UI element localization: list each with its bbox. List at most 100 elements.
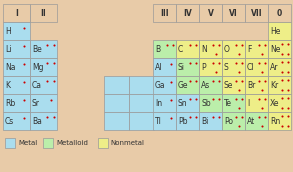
- Bar: [245, 112, 268, 130]
- Bar: [176, 94, 199, 112]
- Bar: [176, 58, 199, 76]
- Text: Be: Be: [32, 45, 42, 53]
- Bar: [199, 40, 222, 58]
- Bar: [268, 94, 291, 112]
- Bar: [245, 40, 268, 58]
- Bar: [98, 138, 108, 148]
- Bar: [104, 76, 129, 94]
- Text: Sr: Sr: [32, 99, 40, 108]
- Bar: [153, 58, 176, 76]
- Text: Ga: Ga: [155, 80, 166, 89]
- Bar: [176, 112, 199, 130]
- Bar: [104, 112, 129, 130]
- Text: At: At: [247, 116, 255, 126]
- Bar: [5, 138, 15, 148]
- Bar: [30, 40, 57, 58]
- Text: Li: Li: [5, 45, 11, 53]
- Text: Cs: Cs: [5, 116, 14, 126]
- Bar: [199, 58, 222, 76]
- Bar: [222, 58, 245, 76]
- Bar: [199, 4, 222, 22]
- Bar: [3, 94, 30, 112]
- Bar: [176, 4, 199, 22]
- Text: Nonmetal: Nonmetal: [111, 140, 145, 146]
- Bar: [245, 94, 268, 112]
- Bar: [153, 94, 176, 112]
- Bar: [104, 94, 129, 112]
- Text: Metalloid: Metalloid: [56, 140, 88, 146]
- Bar: [268, 112, 291, 130]
- Bar: [129, 76, 154, 94]
- Text: Rb: Rb: [5, 99, 15, 108]
- Bar: [129, 112, 154, 130]
- Text: Al: Al: [155, 62, 163, 72]
- Bar: [30, 58, 57, 76]
- Bar: [3, 112, 30, 130]
- Text: Tl: Tl: [155, 116, 162, 126]
- Text: I: I: [247, 99, 249, 108]
- Bar: [268, 22, 291, 40]
- Text: He: He: [270, 26, 280, 35]
- Bar: [3, 22, 30, 40]
- Text: C: C: [178, 45, 183, 53]
- Text: V: V: [207, 8, 213, 18]
- Bar: [3, 40, 30, 58]
- Bar: [30, 94, 57, 112]
- Text: Xe: Xe: [270, 99, 280, 108]
- Text: Na: Na: [5, 62, 16, 72]
- Text: Kr: Kr: [270, 80, 278, 89]
- Bar: [153, 40, 176, 58]
- Bar: [268, 4, 291, 22]
- Text: B: B: [155, 45, 160, 53]
- Text: Rn: Rn: [270, 116, 280, 126]
- Text: Bi: Bi: [201, 116, 208, 126]
- Text: Metal: Metal: [18, 140, 37, 146]
- Bar: [199, 76, 222, 94]
- Bar: [268, 40, 291, 58]
- Bar: [199, 112, 222, 130]
- Text: Ba: Ba: [32, 116, 42, 126]
- Text: Po: Po: [224, 116, 233, 126]
- Bar: [153, 112, 176, 130]
- Text: N: N: [201, 45, 207, 53]
- Text: Mg: Mg: [32, 62, 43, 72]
- Bar: [222, 112, 245, 130]
- Bar: [222, 4, 245, 22]
- Text: VI: VI: [229, 8, 238, 18]
- Bar: [3, 58, 30, 76]
- Text: S: S: [224, 62, 229, 72]
- Bar: [268, 76, 291, 94]
- Text: K: K: [5, 80, 10, 89]
- Text: Ca: Ca: [32, 80, 42, 89]
- Text: Cl: Cl: [247, 62, 255, 72]
- Bar: [245, 58, 268, 76]
- Bar: [199, 94, 222, 112]
- Bar: [3, 4, 30, 22]
- Text: VII: VII: [251, 8, 262, 18]
- Bar: [222, 94, 245, 112]
- Text: F: F: [247, 45, 251, 53]
- Bar: [176, 76, 199, 94]
- Bar: [30, 112, 57, 130]
- Bar: [222, 40, 245, 58]
- Text: P: P: [201, 62, 206, 72]
- Text: O: O: [224, 45, 230, 53]
- Text: Br: Br: [247, 80, 255, 89]
- Bar: [245, 76, 268, 94]
- Bar: [30, 4, 57, 22]
- Bar: [30, 76, 57, 94]
- Bar: [268, 58, 291, 76]
- Bar: [3, 76, 30, 94]
- Text: II: II: [41, 8, 46, 18]
- Text: III: III: [160, 8, 169, 18]
- Text: Si: Si: [178, 62, 185, 72]
- Text: Se: Se: [224, 80, 234, 89]
- Bar: [43, 138, 53, 148]
- Text: Ne: Ne: [270, 45, 280, 53]
- Text: In: In: [155, 99, 162, 108]
- Bar: [153, 76, 176, 94]
- Text: Ge: Ge: [178, 80, 188, 89]
- Text: Sb: Sb: [201, 99, 211, 108]
- Text: H: H: [5, 26, 11, 35]
- Text: 0: 0: [277, 8, 282, 18]
